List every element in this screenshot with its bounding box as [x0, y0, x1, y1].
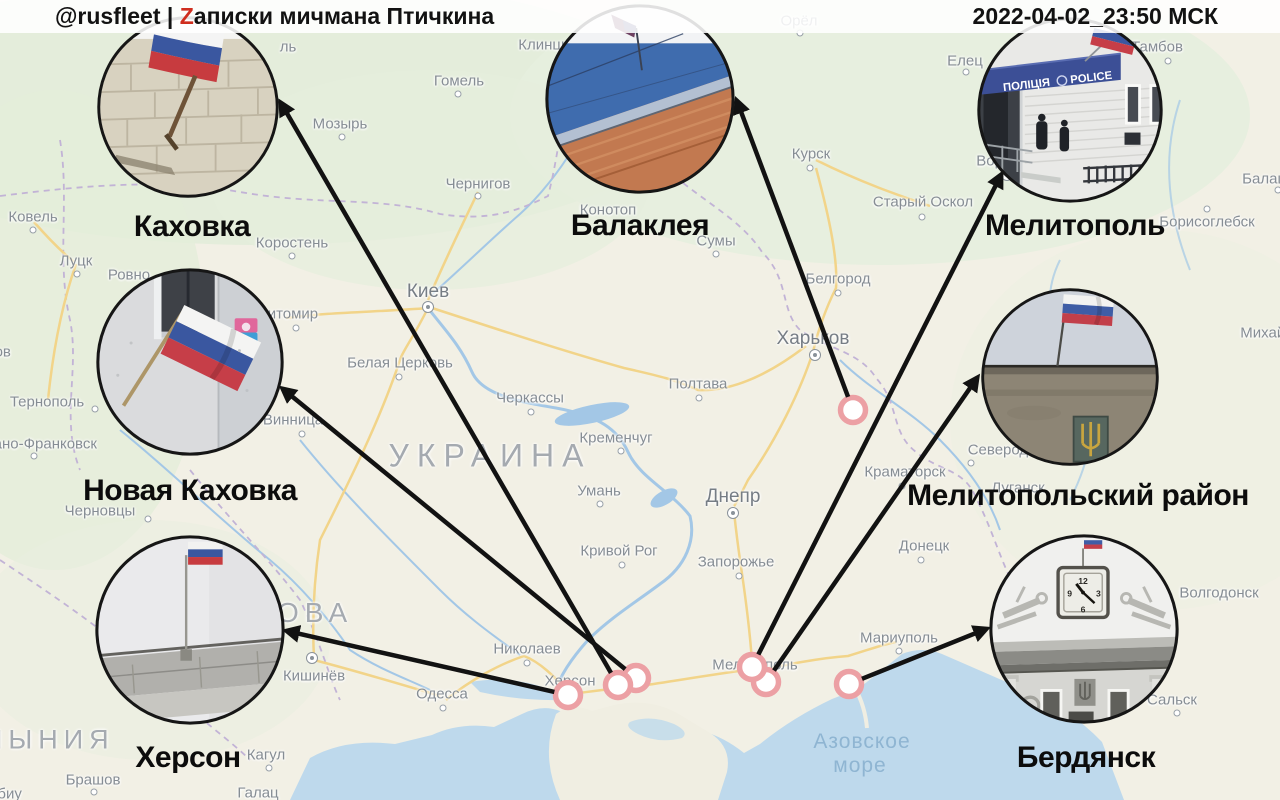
windows: [1040, 689, 1130, 723]
header-bar: @rusfleet | Zаписки мичмана Птичкина 202…: [0, 0, 1280, 33]
inset-title-novaya-kakhovka: Новая Каховка: [83, 474, 297, 507]
photo-inset-melitopolsky-raion: [980, 287, 1160, 467]
trident-plaque: [1074, 678, 1096, 706]
inset-title-melitopol: Мелитополь: [985, 209, 1166, 242]
crimea-land: [548, 702, 728, 800]
novaya-kakhovka-photo: [96, 268, 284, 456]
clock-3: 3: [1096, 588, 1101, 598]
timestamp: 2022-04-02_23:50 МСК: [972, 3, 1218, 29]
berdyansk-clock-photo: 12 3 6 9: [989, 534, 1179, 724]
clock-9: 9: [1067, 588, 1072, 598]
photo-inset-kakhovka: [96, 15, 280, 199]
cornice: [990, 636, 1178, 675]
russian-flag: [1061, 294, 1114, 326]
clock: 12 3 6 9: [1056, 565, 1110, 620]
flag-pole: [1056, 319, 1065, 367]
kakhovka-photo: [97, 16, 279, 198]
raion-admin-photo: [981, 288, 1159, 466]
people-silhouettes: [1036, 113, 1070, 152]
police-sign-text-ua: ПОЛІЦІЯ: [1002, 77, 1050, 94]
building-wall: [982, 373, 1158, 465]
flag-pole: [167, 74, 198, 138]
melitopol-police-photo: ПОЛІЦІЯ POLICE: [977, 17, 1163, 203]
flag-pole: [635, 27, 643, 71]
roof-ornaments: [996, 586, 1172, 630]
kherson-photo: [95, 535, 285, 725]
police-sign-text-en: POLICE: [1070, 70, 1114, 87]
police-sign: ПОЛІЦІЯ POLICE: [978, 52, 1121, 95]
photo-inset-melitopol: ПОЛІЦІЯ POLICE: [976, 16, 1164, 204]
photo-inset-novaya-kakhovka: [95, 267, 285, 457]
black-sea: [290, 650, 1124, 800]
photo-inset-berdyansk: 12 3 6 9: [988, 533, 1180, 725]
inset-title-kherson: Херсон: [135, 741, 241, 774]
photo-inset-kherson: [94, 534, 286, 726]
inset-title-kakhovka: Каховка: [133, 210, 251, 243]
russian-flag: [1084, 535, 1103, 549]
trident-emblem: [1072, 415, 1109, 463]
clock-6: 6: [1081, 605, 1086, 615]
channel-handle: @rusfleet: [55, 3, 161, 29]
channel-title: @rusfleet | Zаписки мичмана Птичкина: [55, 3, 495, 29]
russian-flag: [160, 305, 262, 392]
inset-title-melitopolsky-raion: Мелитопольский район: [907, 479, 1249, 512]
inset-title-berdyansk: Бердянск: [1016, 741, 1156, 774]
russian-flag: [188, 541, 223, 565]
inset-title-balakleya: Балаклея: [570, 209, 710, 242]
clock-12: 12: [1078, 576, 1088, 586]
red-z-letter: Z: [179, 3, 194, 29]
ac-unit: [1124, 132, 1141, 145]
